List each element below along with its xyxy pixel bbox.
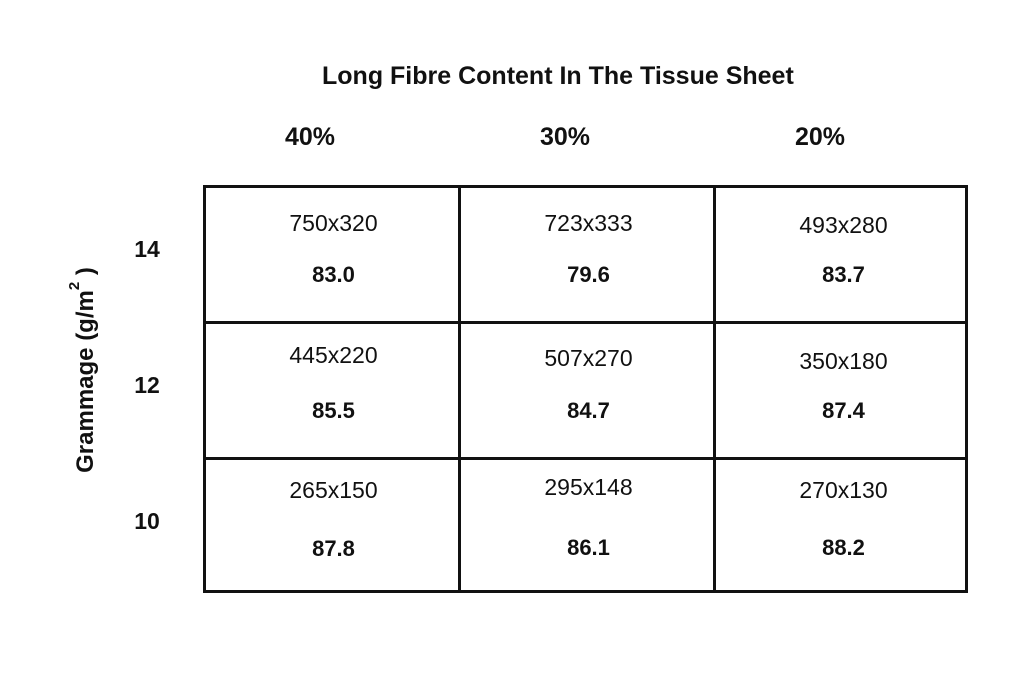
cell-dimensions: 723x333 [544, 210, 633, 236]
cell-dimensions: 445x220 [289, 342, 378, 368]
cell-dimensions: 270x130 [799, 477, 888, 503]
grid-divider-vertical [713, 188, 716, 590]
column-header-40: 40% [284, 123, 336, 151]
grid-cell: 445x220 85.5 [206, 324, 461, 460]
cell-value: 79.6 [567, 262, 610, 287]
grid-cell: 493x280 83.7 [716, 188, 971, 324]
cell-value: 83.0 [312, 262, 355, 287]
grid-cell: 723x333 79.6 [461, 188, 716, 324]
row-header-14: 14 [134, 236, 160, 262]
grid-divider-vertical [458, 188, 461, 590]
y-axis-label-main: Grammage (g/m [72, 290, 99, 473]
cell-dimensions: 507x270 [544, 345, 633, 371]
cell-value: 83.7 [822, 262, 865, 287]
cell-dimensions: 350x180 [799, 348, 888, 374]
grid-cell: 265x150 87.8 [206, 460, 461, 596]
grid-cell: 295x148 86.1 [461, 460, 716, 596]
row-header-12: 12 [134, 372, 160, 398]
grid-title: Long Fibre Content In The Tissue Sheet [322, 62, 794, 90]
cell-dimensions: 493x280 [799, 212, 888, 238]
y-axis-label: Grammage (g/m2 ) [66, 267, 100, 473]
cell-value: 84.7 [567, 398, 610, 423]
cell-value: 86.1 [567, 535, 610, 560]
cell-dimensions: 265x150 [289, 477, 378, 503]
grid-cell: 507x270 84.7 [461, 324, 716, 460]
grid-cell: 750x320 83.0 [206, 188, 461, 324]
cell-dimensions: 295x148 [544, 474, 633, 500]
column-header-30: 30% [539, 123, 591, 151]
grid-divider-horizontal [206, 457, 965, 460]
y-axis-label-superscript: 2 [66, 281, 83, 291]
results-grid: 750x320 83.0 723x333 79.6 493x280 83.7 4… [203, 185, 968, 593]
cell-value: 87.4 [822, 398, 865, 423]
grid-cell: 270x130 88.2 [716, 460, 971, 596]
cell-value: 87.8 [312, 536, 355, 561]
cell-value: 85.5 [312, 398, 355, 423]
grid-cell: 350x180 87.4 [716, 324, 971, 460]
column-header-20: 20% [794, 123, 846, 151]
cell-dimensions: 750x320 [289, 210, 378, 236]
cell-value: 88.2 [822, 535, 865, 560]
grid-divider-horizontal [206, 321, 965, 324]
y-axis-label-end: ) [72, 267, 99, 282]
row-header-10: 10 [134, 508, 160, 534]
